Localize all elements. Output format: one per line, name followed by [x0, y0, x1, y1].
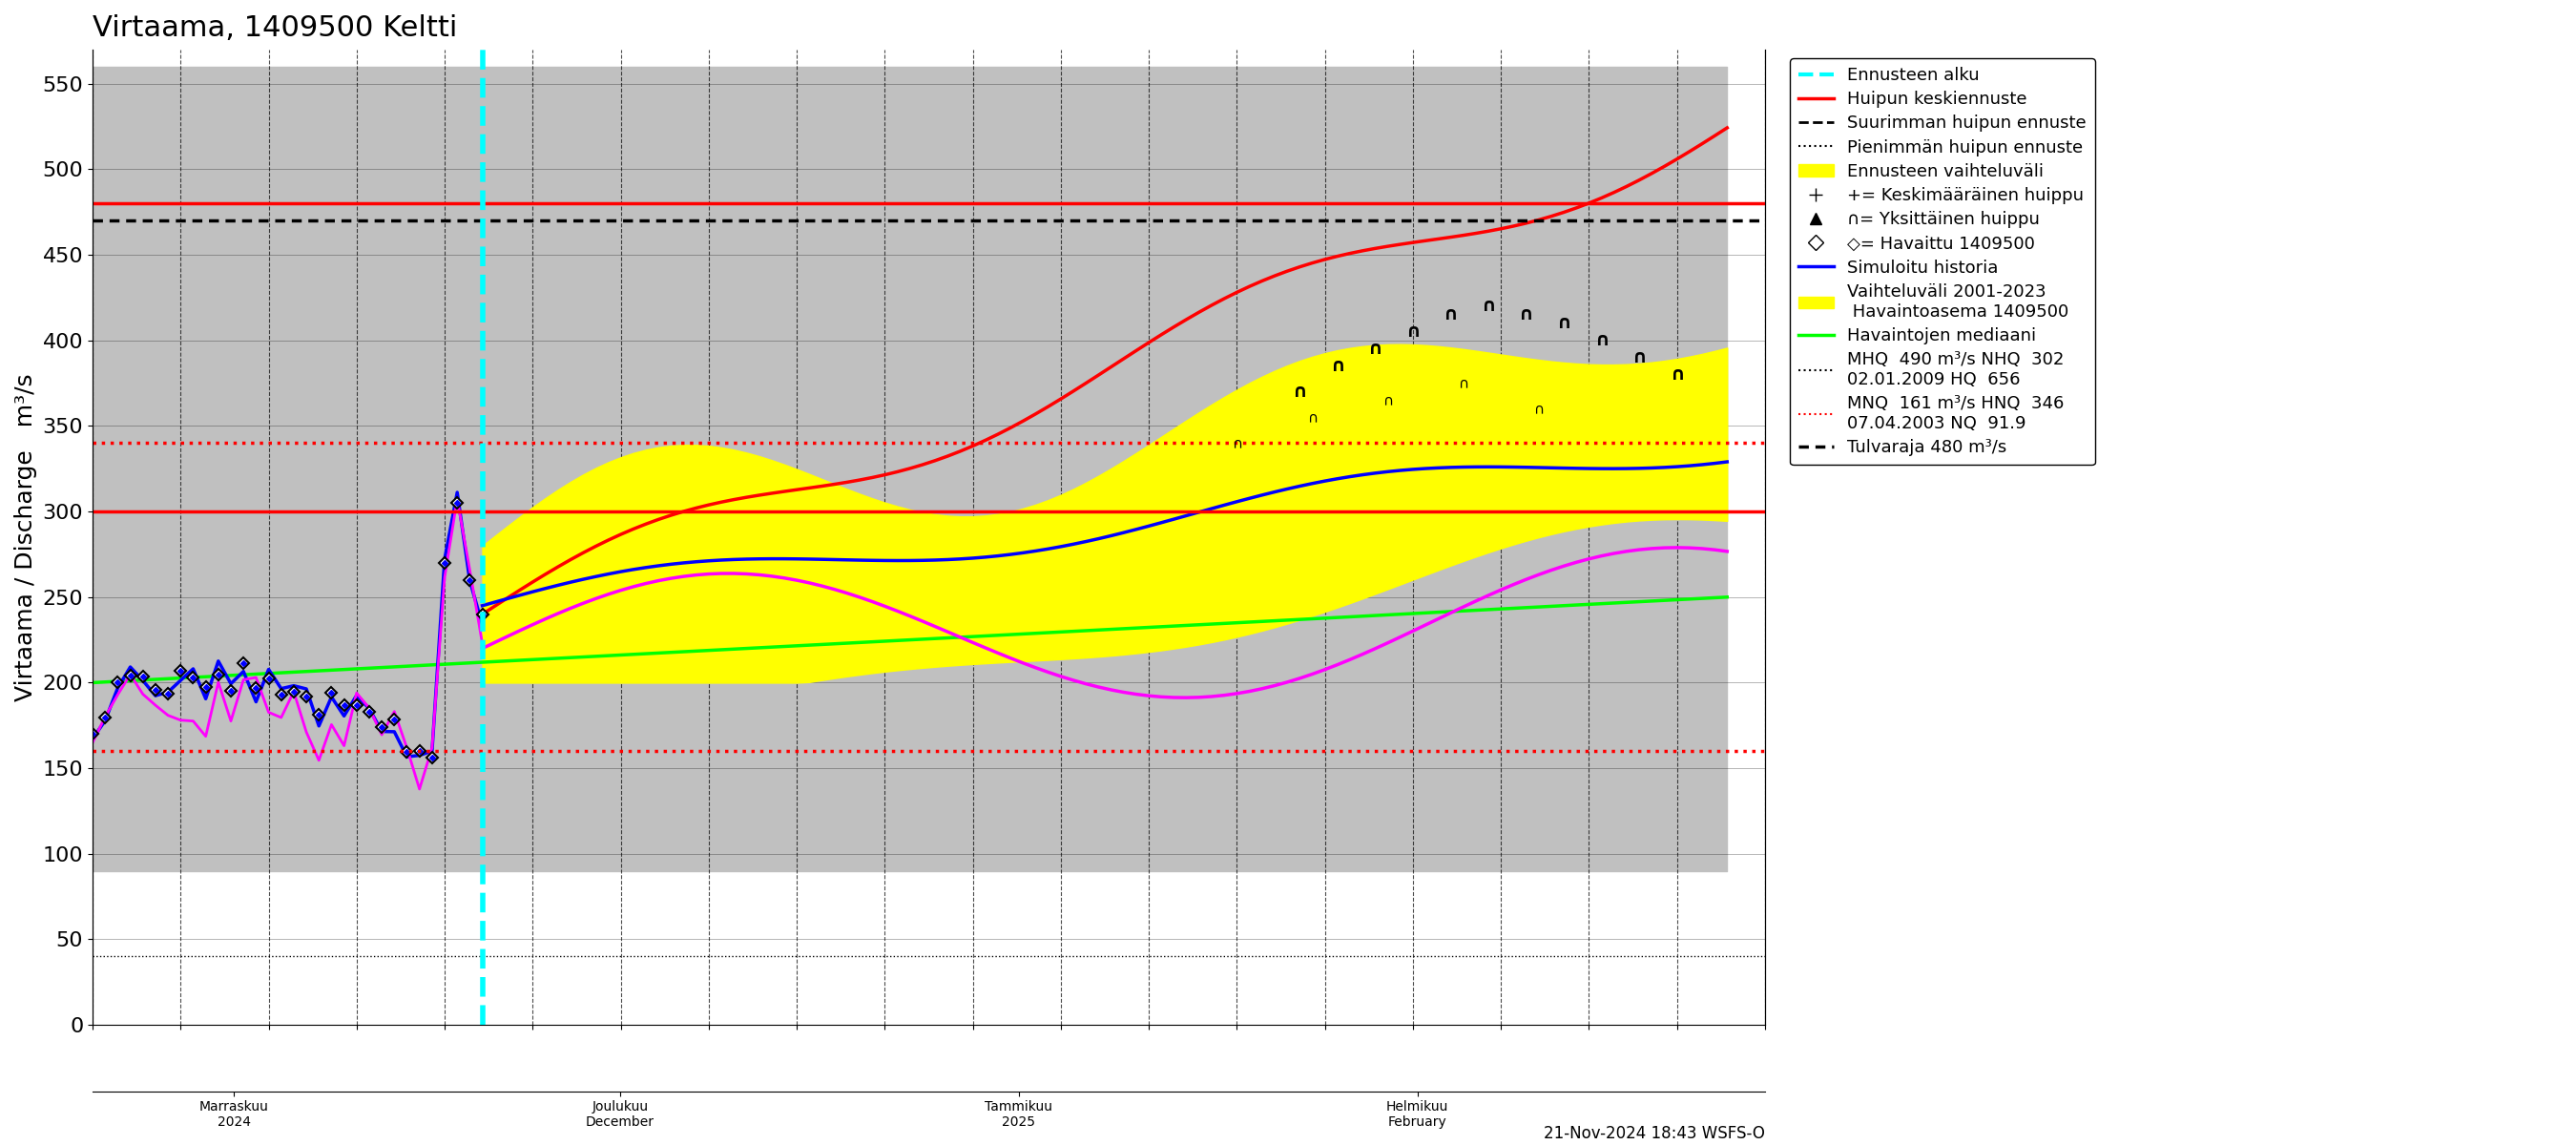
- Text: ∩: ∩: [1481, 297, 1497, 315]
- Text: ∩: ∩: [1293, 382, 1306, 401]
- Text: ∩: ∩: [1595, 331, 1610, 349]
- Y-axis label: Virtaama / Discharge   m³/s: Virtaama / Discharge m³/s: [15, 373, 36, 701]
- Text: ∩: ∩: [1231, 436, 1242, 450]
- Text: Virtaama, 1409500 Keltti: Virtaama, 1409500 Keltti: [93, 14, 459, 42]
- Text: ∩: ∩: [1329, 357, 1345, 376]
- Text: ∩: ∩: [1517, 306, 1533, 324]
- Legend: Ennusteen alku, Huipun keskiennuste, Suurimman huipun ennuste, Pienimmän huipun : Ennusteen alku, Huipun keskiennuste, Suu…: [1790, 58, 2094, 465]
- Text: ∩: ∩: [1443, 306, 1458, 324]
- Text: ∩: ∩: [1669, 365, 1685, 384]
- Text: ∩: ∩: [1306, 410, 1316, 425]
- Text: ∩: ∩: [1533, 402, 1543, 416]
- Text: ∩: ∩: [1406, 323, 1419, 341]
- Text: ∩: ∩: [1458, 376, 1468, 390]
- Text: ∩: ∩: [1368, 340, 1383, 358]
- Text: ∩: ∩: [1556, 314, 1571, 332]
- Text: ∩: ∩: [1383, 393, 1394, 408]
- Text: ∩: ∩: [1631, 348, 1646, 366]
- Text: 21-Nov-2024 18:43 WSFS-O: 21-Nov-2024 18:43 WSFS-O: [1543, 1124, 1765, 1142]
